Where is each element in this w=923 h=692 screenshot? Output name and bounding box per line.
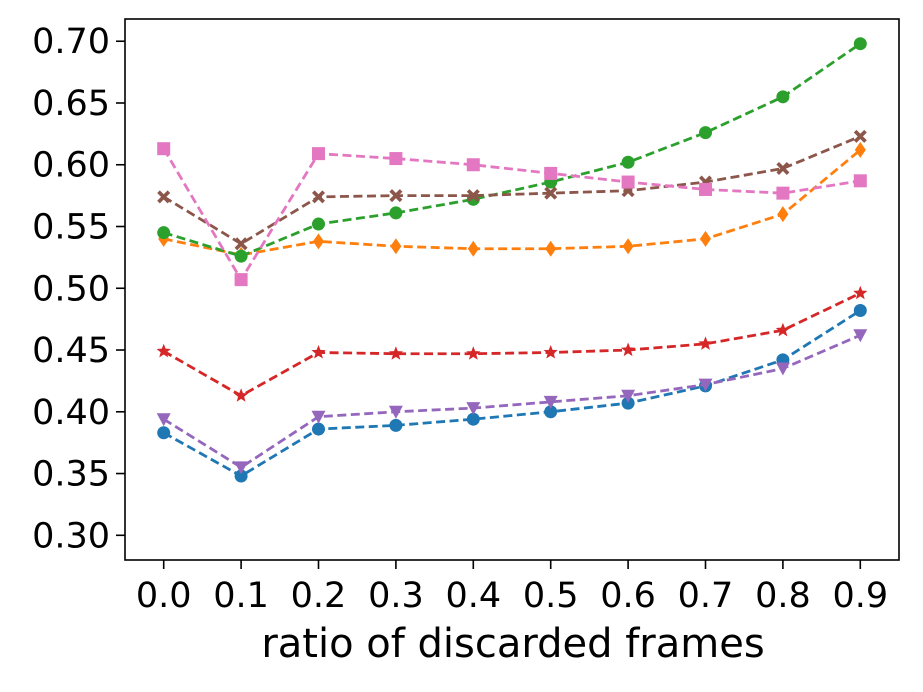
data-point [234, 469, 248, 483]
data-point [544, 186, 558, 200]
x-tick-label: 0.0 [136, 576, 192, 616]
data-point [311, 410, 326, 424]
x-tick-label: 0.8 [755, 576, 811, 616]
series-layer [156, 37, 868, 483]
data-point [854, 141, 866, 158]
data-point [544, 405, 558, 419]
series-line [163, 309, 862, 478]
data-point [157, 142, 171, 156]
data-point [699, 126, 712, 140]
series-5 [156, 329, 868, 475]
series-line [162, 333, 861, 470]
data-point [699, 182, 712, 196]
data-point [776, 186, 790, 200]
data-point [698, 378, 713, 392]
series-line [162, 147, 861, 283]
data-point [466, 189, 480, 203]
data-point [312, 190, 325, 204]
data-point [466, 412, 480, 426]
x-tick-label: 0.4 [445, 576, 501, 616]
y-tick-label: 0.35 [32, 455, 110, 495]
data-point [234, 237, 248, 251]
data-point [312, 217, 325, 231]
plot-area [124, 18, 900, 561]
y-tick-label: 0.40 [32, 393, 110, 433]
data-point [853, 174, 867, 188]
data-point [157, 190, 171, 204]
y-tick-label: 0.70 [32, 22, 110, 62]
data-point [313, 233, 324, 250]
data-point [775, 322, 791, 337]
data-point [853, 285, 868, 300]
x-tick-label: 0.7 [678, 576, 734, 616]
y-tick-label: 0.50 [32, 269, 110, 309]
data-point [466, 346, 481, 360]
data-point [853, 129, 867, 143]
data-point [311, 344, 326, 359]
data-point [389, 152, 403, 166]
series-line [162, 135, 861, 246]
data-point [853, 329, 868, 343]
data-point [312, 147, 325, 161]
data-point [776, 161, 790, 175]
x-tick-label: 0.6 [600, 576, 656, 616]
data-point [312, 422, 325, 436]
x-axis-title: ratio of discarded frames [261, 621, 764, 667]
data-point [700, 230, 711, 247]
y-tick-label: 0.45 [32, 331, 110, 371]
series-4 [156, 285, 868, 402]
data-point [390, 238, 402, 255]
data-point [234, 249, 248, 263]
series-line [163, 42, 862, 258]
data-point [466, 158, 480, 172]
data-point [156, 343, 171, 358]
data-point [545, 240, 557, 257]
data-point [620, 342, 636, 357]
data-point [544, 166, 558, 180]
data-point [467, 240, 479, 257]
y-tick-label: 0.65 [32, 84, 110, 124]
data-point [466, 402, 481, 416]
data-point [388, 346, 404, 360]
data-point [388, 405, 403, 419]
data-point [233, 388, 249, 402]
x-axis: 0.0 0.1 0.2 0.3 0.4 0.5 0.6 0.7 0.8 0.9 [136, 560, 888, 616]
x-tick-label: 0.1 [213, 576, 269, 616]
data-point [777, 206, 789, 223]
series-3 [157, 37, 867, 263]
x-tick-label: 0.5 [523, 576, 579, 616]
data-point [776, 90, 790, 104]
data-point [853, 37, 867, 51]
data-point [389, 189, 403, 203]
data-point [775, 362, 790, 376]
data-point [853, 303, 867, 317]
x-tick-label: 0.9 [832, 576, 888, 616]
data-point [621, 175, 635, 189]
data-point [543, 395, 558, 409]
data-point [157, 226, 171, 240]
data-point [621, 389, 636, 403]
x-tick-label: 0.2 [291, 576, 347, 616]
data-point [234, 273, 248, 287]
series-line [163, 148, 862, 257]
data-point [157, 426, 171, 440]
series-2 [158, 141, 866, 263]
data-point [698, 336, 713, 350]
data-point [621, 396, 635, 410]
x-tick-label: 0.3 [368, 576, 424, 616]
data-point [543, 344, 558, 359]
data-point [389, 418, 403, 432]
series-line [163, 291, 861, 398]
y-tick-label: 0.55 [32, 208, 110, 248]
data-point [621, 155, 635, 169]
data-point [389, 206, 403, 220]
y-tick-label: 0.30 [32, 516, 110, 556]
data-point [234, 461, 249, 475]
data-point [622, 238, 634, 255]
data-point [156, 413, 171, 427]
y-tick-label: 0.60 [32, 146, 110, 186]
series-7 [157, 142, 867, 287]
y-axis: 0.30 0.35 0.40 0.45 0.50 0.55 0.60 0.65 0.70 [32, 22, 125, 556]
